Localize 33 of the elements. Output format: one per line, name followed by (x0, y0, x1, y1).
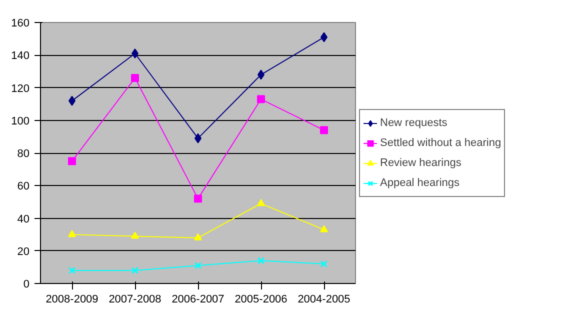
x-tick-label: 2006-2007 (172, 294, 224, 306)
point (257, 95, 265, 104)
x-tick-label: 2004-2005 (298, 294, 350, 306)
point (131, 232, 139, 239)
y-tick-label: 40 (17, 213, 30, 226)
point (320, 126, 328, 134)
y-tick-label: 60 (17, 180, 30, 193)
point (131, 74, 139, 82)
point (68, 157, 76, 166)
x-tick-label: 2007-2008 (108, 294, 162, 306)
point (257, 199, 265, 206)
y-tick-label: 20 (17, 246, 30, 258)
legend-label: Settled without a hearing (380, 136, 502, 148)
y-tick-label: 80 (17, 148, 30, 160)
legend-label: New requests (380, 116, 448, 128)
point (68, 230, 76, 238)
point (320, 225, 328, 232)
point (68, 266, 76, 274)
legend-label: Appeal hearings (380, 176, 460, 188)
y-tick-label: 0 (23, 278, 30, 290)
y-tick-label: 160 (11, 18, 30, 30)
point (320, 260, 328, 268)
point (194, 194, 202, 203)
y-tick-label: 120 (11, 82, 30, 95)
legend-label: Review hearings (380, 156, 462, 168)
x-tick-label: 2008-2009 (46, 294, 98, 306)
x-tick-label: 2005-2006 (234, 294, 288, 306)
point (194, 262, 202, 270)
point (131, 266, 139, 274)
point (257, 257, 265, 264)
y-tick-label: 140 (11, 50, 30, 62)
point (194, 233, 202, 240)
y-tick-label: 100 (11, 115, 30, 128)
